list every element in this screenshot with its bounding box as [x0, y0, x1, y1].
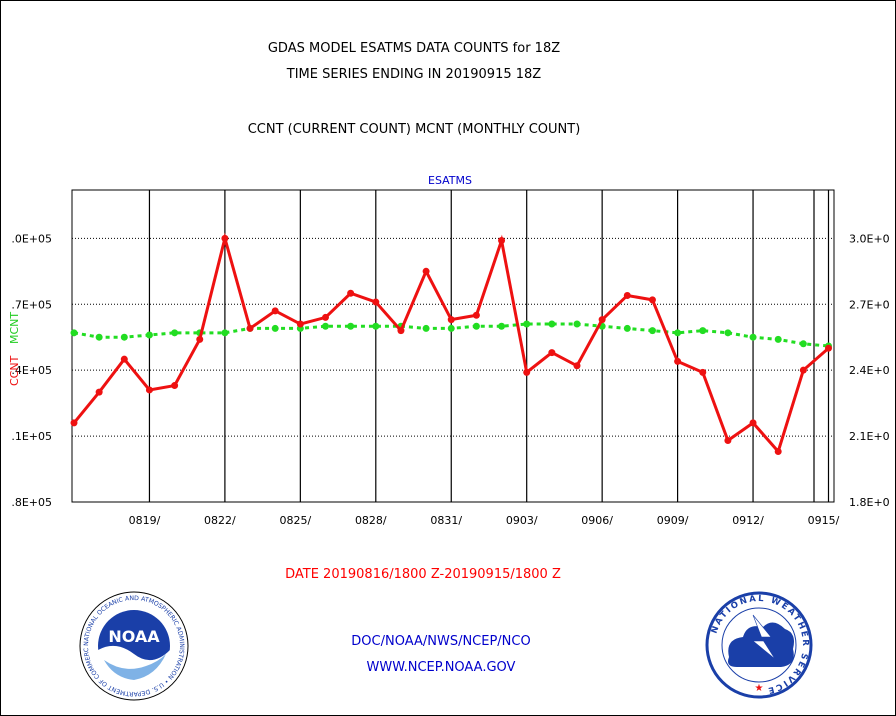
- data-point: [598, 316, 606, 324]
- data-point: [171, 329, 179, 337]
- data-point: [422, 267, 430, 275]
- x-tick-label: 0828/: [355, 514, 387, 527]
- data-point: [548, 349, 556, 357]
- data-point: [120, 355, 128, 363]
- data-point: [271, 324, 279, 332]
- data-point: [70, 329, 78, 337]
- data-point: [825, 344, 832, 352]
- data-point: [799, 340, 807, 348]
- chart-subtitle: TIME SERIES ENDING IN 20190915 18Z: [286, 67, 542, 82]
- x-tick-label: 0909/: [657, 514, 689, 527]
- data-point: [498, 322, 506, 330]
- data-point: [674, 357, 682, 365]
- data-point: [70, 419, 78, 427]
- data-point: [120, 333, 128, 341]
- data-point: [573, 362, 581, 370]
- data-point: [749, 419, 757, 427]
- x-axis-date-range: DATE 20190816/1800 Z-20190915/1800 Z: [285, 567, 561, 582]
- left-tick-label: .0E+05: [11, 232, 52, 245]
- x-tick-label: 0819/: [129, 514, 161, 527]
- data-point: [472, 322, 480, 330]
- data-point: [699, 327, 707, 335]
- x-tick-label: 0915/: [808, 514, 840, 527]
- right-tick-label: 1.8E+0: [849, 496, 890, 509]
- data-point: [623, 324, 631, 332]
- noaa-logo-text: NOAA: [108, 627, 160, 646]
- left-tick-label: .8E+05: [11, 496, 52, 509]
- data-point: [397, 327, 405, 335]
- data-point: [171, 382, 179, 390]
- chart-description: CCNT (CURRENT COUNT) MCNT (MONTHLY COUNT…: [248, 122, 581, 137]
- data-point: [246, 324, 254, 332]
- left-tick-label: .4E+05: [11, 364, 52, 377]
- x-tick-label: 0825/: [279, 514, 311, 527]
- data-point: [774, 335, 782, 343]
- data-point: [774, 447, 782, 455]
- x-tick-label: 0903/: [506, 514, 538, 527]
- data-point: [699, 368, 707, 376]
- data-point: [724, 329, 732, 337]
- data-point: [674, 329, 682, 337]
- data-point: [347, 322, 355, 330]
- left-axis-ticks: .8E+05 .1E+05 .4E+05 .7E+05 .0E+05: [11, 232, 52, 509]
- plot-area-border: [71, 189, 835, 503]
- nws-star-icon: ★: [755, 683, 764, 694]
- left-tick-label: .1E+05: [11, 430, 52, 443]
- left-axis-label-ccnt: CCNT: [8, 355, 21, 386]
- credit-line-2: WWW.NCEP.NOAA.GOV: [367, 660, 516, 675]
- left-tick-label: .7E+05: [11, 298, 52, 311]
- x-axis-ticks: 0819/0822/0825/0828/0831/0903/0906/0909/…: [129, 514, 840, 527]
- series-ccnt: [70, 232, 832, 455]
- data-point: [372, 298, 380, 306]
- data-point: [196, 335, 204, 343]
- x-tick-label: 0822/: [204, 514, 236, 527]
- data-point: [95, 333, 103, 341]
- data-point: [447, 324, 455, 332]
- data-point: [472, 311, 480, 319]
- data-point: [648, 296, 656, 304]
- data-point: [271, 307, 279, 315]
- data-point: [347, 289, 355, 297]
- data-point: [145, 331, 153, 339]
- x-tick-label: 0831/: [430, 514, 462, 527]
- data-point: [447, 316, 455, 324]
- x-tick-label: 0906/: [581, 514, 613, 527]
- data-point: [95, 388, 103, 396]
- right-tick-label: 3.0E+0: [849, 232, 890, 245]
- nws-logo: NATIONAL WEATHER SERVICE ★: [705, 591, 813, 699]
- data-point: [498, 237, 506, 245]
- chart-title: GDAS MODEL ESATMS DATA COUNTS for 18Z: [268, 41, 560, 56]
- right-axis-ticks: 1.8E+0 2.1E+0 2.4E+0 2.7E+0 3.0E+0: [849, 232, 890, 509]
- data-point: [422, 324, 430, 332]
- panel-label: ESATMS: [428, 174, 472, 187]
- data-point: [221, 234, 229, 242]
- data-point: [623, 291, 631, 299]
- noaa-logo: NOAA NATIONAL OCEANIC AND ATMOSPHERIC AD…: [79, 591, 189, 701]
- right-tick-label: 2.7E+0: [849, 298, 890, 311]
- data-point: [799, 366, 807, 374]
- data-point: [573, 320, 581, 328]
- data-point: [648, 327, 656, 335]
- data-point: [724, 436, 732, 444]
- data-point: [548, 320, 556, 328]
- data-point: [749, 333, 757, 341]
- data-point: [322, 322, 329, 330]
- data-point: [145, 386, 153, 394]
- horizontal-gridlines: [72, 237, 834, 437]
- left-axis-label-mcnt: MCNT: [8, 312, 21, 344]
- credit-line-1: DOC/NOAA/NWS/NCEP/NCO: [351, 634, 530, 649]
- vertical-gridlines: [148, 190, 830, 502]
- data-point: [322, 313, 329, 321]
- right-tick-label: 2.4E+0: [849, 364, 890, 377]
- data-point: [372, 322, 380, 330]
- data-point: [296, 320, 304, 328]
- data-point: [523, 320, 531, 328]
- right-tick-label: 2.1E+0: [849, 430, 890, 443]
- x-tick-label: 0912/: [732, 514, 764, 527]
- data-point: [221, 329, 229, 337]
- data-point: [523, 368, 531, 376]
